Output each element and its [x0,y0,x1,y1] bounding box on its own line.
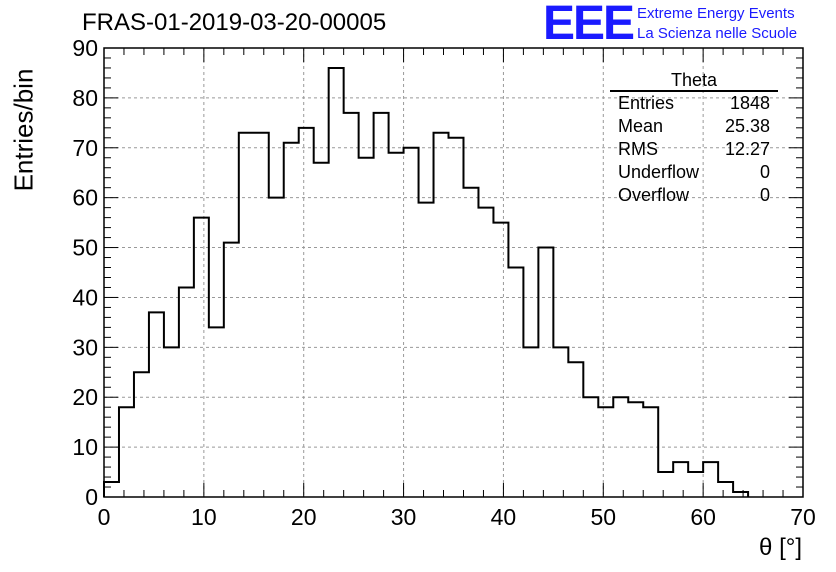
y-tick-label: 80 [72,85,98,111]
stats-value: 0 [759,185,770,205]
y-tick-label: 50 [72,235,98,261]
stats-label: Overflow [618,185,690,205]
stats-value: 0 [759,162,770,182]
stats-row-underflow: Underflow 0 [610,161,778,184]
x-tick-label: 20 [291,504,317,530]
stats-row-mean: Mean 25.38 [610,115,778,138]
stats-title: Theta [610,70,778,92]
logo-line-2: La Scienza nelle Scuole [637,25,798,42]
x-tick-label: 30 [391,504,417,530]
y-tick-label: 90 [72,35,98,61]
y-axis-label-wrap: Entries/bin [4,60,44,200]
logo-line-1: Extreme Energy Events [637,5,795,22]
stats-label: Entries [618,93,675,113]
y-tick-label: 70 [72,135,98,161]
x-tick-label: 0 [98,504,111,530]
plot-frame [103,47,804,498]
stats-row-overflow: Overflow 0 [610,184,778,207]
y-tick-label: 40 [72,284,98,310]
x-tick-label: 50 [590,504,616,530]
stats-label: Mean [618,116,664,136]
chart-title: FRAS-01-2019-03-20-00005 [82,9,387,36]
stats-value: 1848 [729,93,770,113]
eee-logo: EEE [543,0,635,50]
stats-value: 12.27 [724,139,770,159]
logo-text: Extreme Energy Events La Scienza nelle S… [637,4,797,44]
y-axis-label: Entries/bin [8,68,39,192]
x-tick-label: 40 [491,504,517,530]
x-tick-label: 70 [790,504,816,530]
y-tick-label: 30 [72,334,98,360]
stats-label: Underflow [618,162,700,182]
stats-row-entries: Entries 1848 [610,92,778,115]
stats-label: RMS [618,139,658,159]
stats-row-rms: RMS 12.27 [610,138,778,161]
x-tick-label: 10 [191,504,217,530]
histogram-line [103,66,750,497]
y-tick-label: 0 [85,484,98,510]
y-tick-label: 10 [72,434,98,460]
x-axis-label: θ [°] [759,534,802,561]
x-tick-label: 60 [690,504,716,530]
stats-value: 25.38 [724,116,770,136]
y-tick-label: 20 [72,384,98,410]
y-tick-label: 60 [72,185,98,211]
stats-box: Theta Entries 1848 Mean 25.38 RMS 12.27 … [610,70,778,207]
